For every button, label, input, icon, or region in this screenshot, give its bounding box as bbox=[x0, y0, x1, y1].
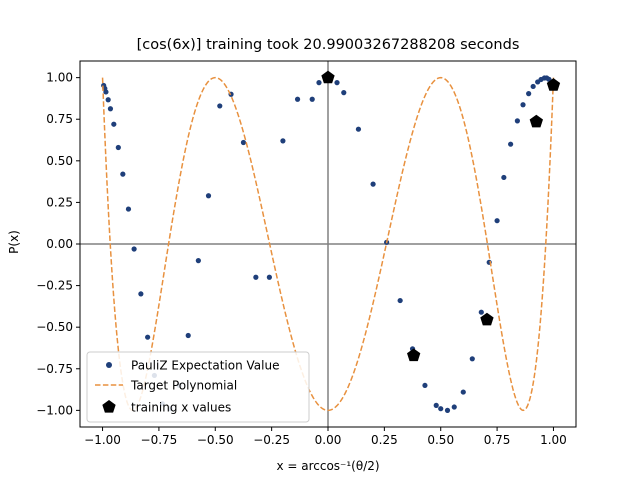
legend-marker-pauliz bbox=[106, 362, 112, 368]
target-polynomial-line bbox=[101, 76, 555, 412]
pauliz-point bbox=[422, 382, 428, 389]
x-tick-label: 0.50 bbox=[427, 433, 454, 447]
pauliz-point bbox=[433, 402, 439, 408]
pauliz-point bbox=[520, 102, 526, 108]
x-tick-label: 0.25 bbox=[371, 433, 398, 447]
training-x-marker bbox=[407, 348, 421, 362]
pauliz-point bbox=[120, 171, 126, 177]
legend-box bbox=[86, 351, 310, 423]
pauliz-point bbox=[138, 291, 144, 297]
pauliz-point bbox=[316, 80, 322, 86]
x-tick-label: −1.00 bbox=[84, 433, 121, 447]
pauliz-point bbox=[115, 144, 121, 151]
pauliz-point bbox=[370, 181, 376, 187]
pauliz-point bbox=[334, 80, 340, 86]
pauliz-point bbox=[185, 332, 191, 339]
pauliz-point bbox=[444, 407, 451, 413]
training-x-marker bbox=[480, 312, 494, 326]
x-tick-label: −0.25 bbox=[253, 433, 290, 447]
pauliz-point bbox=[107, 106, 114, 112]
pauliz-point bbox=[451, 404, 457, 410]
training-x-marker bbox=[321, 70, 335, 84]
pauliz-point bbox=[494, 218, 500, 224]
pauliz-point bbox=[103, 89, 109, 95]
y-tick-label: −1.00 bbox=[36, 403, 73, 417]
pauliz-point bbox=[530, 83, 536, 90]
pauliz-point bbox=[280, 138, 286, 144]
legend-label-training: training x values bbox=[131, 401, 231, 415]
chart-title: [cos(6x)] training took 20.9900326728820… bbox=[137, 37, 520, 53]
legend-marker-training bbox=[102, 400, 116, 413]
legend-label-pauliz: PauliZ Expectation Value bbox=[131, 359, 279, 373]
pauliz-point bbox=[478, 309, 484, 315]
legend-label-target: Target Polynomial bbox=[130, 379, 237, 393]
pauliz-point bbox=[217, 103, 223, 109]
pauliz-point bbox=[341, 90, 347, 96]
y-tick-label: 0.25 bbox=[46, 195, 73, 209]
pauliz-point bbox=[253, 274, 259, 280]
y-tick-label: −0.50 bbox=[36, 320, 73, 334]
training-x-marker bbox=[546, 78, 561, 91]
pauliz-point bbox=[266, 274, 272, 280]
y-tick-label: −0.75 bbox=[36, 362, 73, 376]
legend: PauliZ Expectation Value Target Polynomi… bbox=[86, 351, 310, 423]
x-tick-label: 0.00 bbox=[315, 433, 342, 447]
axis-ticks: −1.00 −0.75 −0.50 −0.25 0.00 0.25 0.50 0.75 1.00… bbox=[36, 71, 567, 447]
pauliz-point bbox=[501, 174, 507, 181]
x-axis-label: x = arccos⁻¹(θ/2) bbox=[276, 459, 379, 473]
pauliz-point bbox=[125, 206, 132, 212]
y-tick-label: 0.50 bbox=[46, 154, 73, 168]
pauliz-point bbox=[309, 96, 315, 102]
pauliz-point bbox=[469, 356, 475, 362]
x-tick-label: 0.75 bbox=[484, 433, 511, 447]
pauliz-point bbox=[195, 258, 201, 264]
y-tick-label: 0.00 bbox=[46, 237, 73, 251]
y-tick-label: 1.00 bbox=[46, 71, 73, 85]
pauliz-point bbox=[131, 246, 137, 252]
y-tick-label: −0.25 bbox=[36, 279, 73, 293]
pauliz-point bbox=[397, 297, 403, 304]
pauliz-point bbox=[438, 406, 444, 412]
pauliz-point bbox=[111, 121, 117, 127]
pauliz-point bbox=[294, 96, 301, 102]
pauliz-point bbox=[240, 139, 247, 146]
pauliz-point bbox=[205, 193, 212, 199]
y-tick-label: 0.75 bbox=[46, 112, 73, 126]
pauliz-point bbox=[145, 334, 151, 340]
pauliz-point bbox=[460, 389, 466, 395]
pauliz-point bbox=[105, 97, 111, 103]
pauliz-point bbox=[508, 141, 514, 147]
x-tick-label: 1.00 bbox=[540, 433, 567, 447]
y-axis-label: P(x) bbox=[7, 230, 21, 254]
x-tick-label: −0.75 bbox=[141, 433, 178, 447]
pauliz-point bbox=[355, 126, 362, 132]
x-tick-label: −0.50 bbox=[197, 433, 234, 447]
training-x-marker bbox=[529, 114, 543, 128]
pauliz-point bbox=[514, 118, 520, 124]
pauliz-point bbox=[526, 91, 532, 97]
